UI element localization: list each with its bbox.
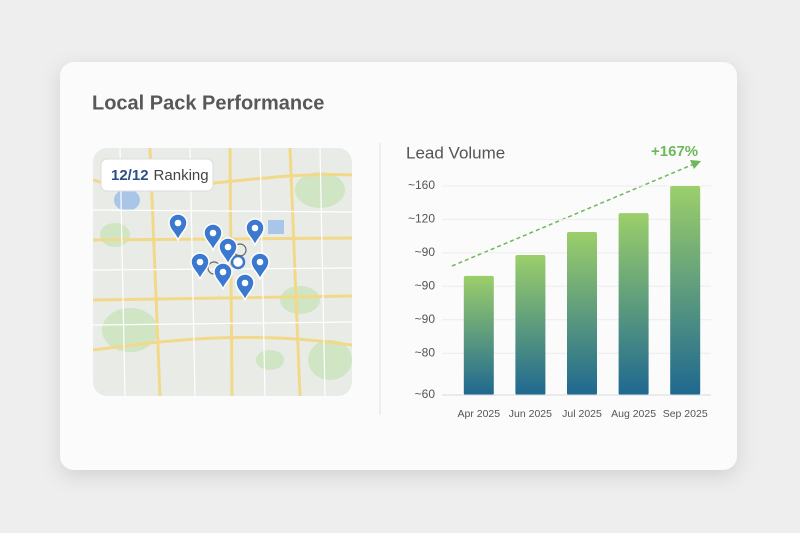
x-tick-label: Aug 2025 <box>611 408 656 420</box>
bar <box>463 275 494 395</box>
y-tick-label: ~90 <box>415 278 436 292</box>
trend-arrow <box>451 163 695 267</box>
y-tick-label: ~80 <box>415 345 436 359</box>
x-tick-label: Sep 2025 <box>663 408 708 420</box>
ranking-badge <box>100 158 214 192</box>
ranking-count: 12/12 <box>111 167 149 184</box>
x-tick-label: Jun 2025 <box>509 408 552 420</box>
map <box>93 148 352 396</box>
growth-annotation: +167% <box>651 143 698 160</box>
y-tick-label: ~60 <box>415 387 436 401</box>
x-tick-label: Apr 2025 <box>457 408 500 420</box>
trend-arrowhead <box>690 160 701 169</box>
bar <box>670 185 701 395</box>
x-tick-label: Jul 2025 <box>562 408 602 420</box>
ranking-text: 12/12 Ranking <box>111 167 209 184</box>
bar <box>515 254 546 395</box>
y-tick-label: ~120 <box>408 212 435 226</box>
y-tick-label: ~160 <box>408 178 435 192</box>
bar <box>618 213 649 395</box>
y-tick-label: ~90 <box>415 245 436 259</box>
ranking-label: Ranking <box>154 167 209 184</box>
y-tick-label: ~90 <box>415 312 436 326</box>
chart-title: Lead Volume <box>406 143 505 162</box>
bar <box>567 231 597 395</box>
card-title: Local Pack Performance <box>92 92 324 114</box>
